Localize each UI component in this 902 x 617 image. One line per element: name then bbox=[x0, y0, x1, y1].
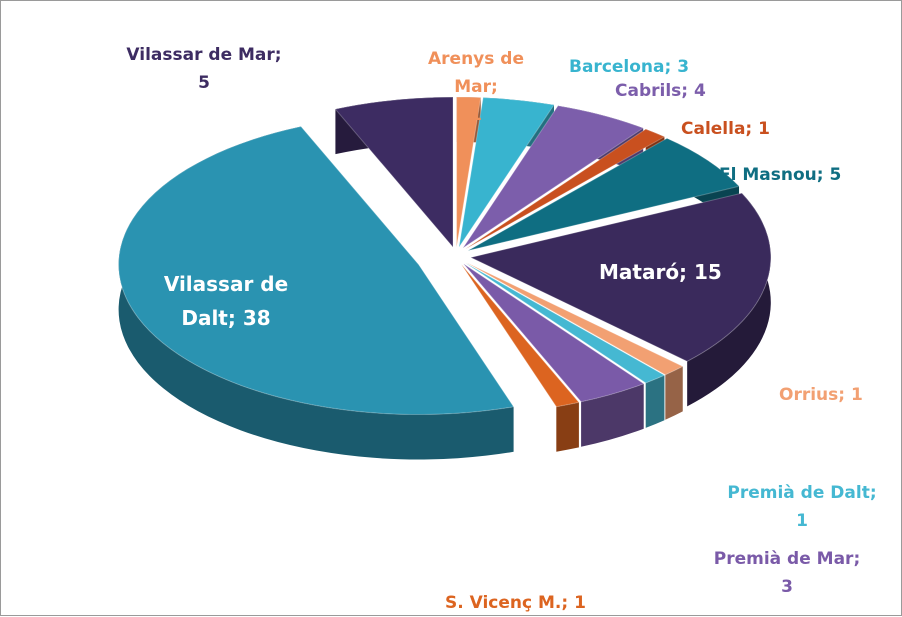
slice-side bbox=[665, 366, 683, 420]
slice-label: Orrius; 1 bbox=[779, 385, 863, 405]
slice-label: Barcelona; 3 bbox=[569, 57, 690, 77]
slice bbox=[118, 125, 515, 415]
slice bbox=[466, 262, 684, 376]
slice-label: Cabrils; 4 bbox=[615, 81, 706, 101]
slice-label: Vilassar de Dalt; 38 bbox=[163, 272, 289, 330]
slice-side bbox=[556, 402, 579, 452]
slice-tops bbox=[118, 96, 772, 415]
slice bbox=[460, 264, 580, 408]
slice-label: Vilassar de Mar; 5 bbox=[126, 45, 282, 93]
slice-label: Premià de Mar; 3 bbox=[713, 549, 861, 597]
slice bbox=[462, 105, 645, 249]
slice-label: El Masnou; 5 bbox=[719, 165, 842, 185]
slice-side bbox=[118, 126, 514, 460]
slice bbox=[463, 263, 645, 403]
slice-label: Premià de Dalt; 1 bbox=[727, 483, 877, 531]
slice bbox=[465, 128, 666, 250]
slice-side bbox=[645, 375, 665, 428]
slice bbox=[334, 96, 454, 249]
slice bbox=[458, 97, 555, 248]
slice-label: Calella; 1 bbox=[681, 119, 770, 139]
slice-side bbox=[581, 383, 644, 447]
slice bbox=[467, 137, 740, 252]
slice bbox=[465, 262, 666, 384]
slice-label: Arenys de Mar; 1 bbox=[428, 49, 524, 125]
slice-label: S. Vicenç M.; 1 bbox=[445, 593, 586, 613]
slice bbox=[469, 192, 772, 362]
slice-label: Mataró; 15 bbox=[599, 260, 722, 284]
slice bbox=[456, 96, 482, 248]
